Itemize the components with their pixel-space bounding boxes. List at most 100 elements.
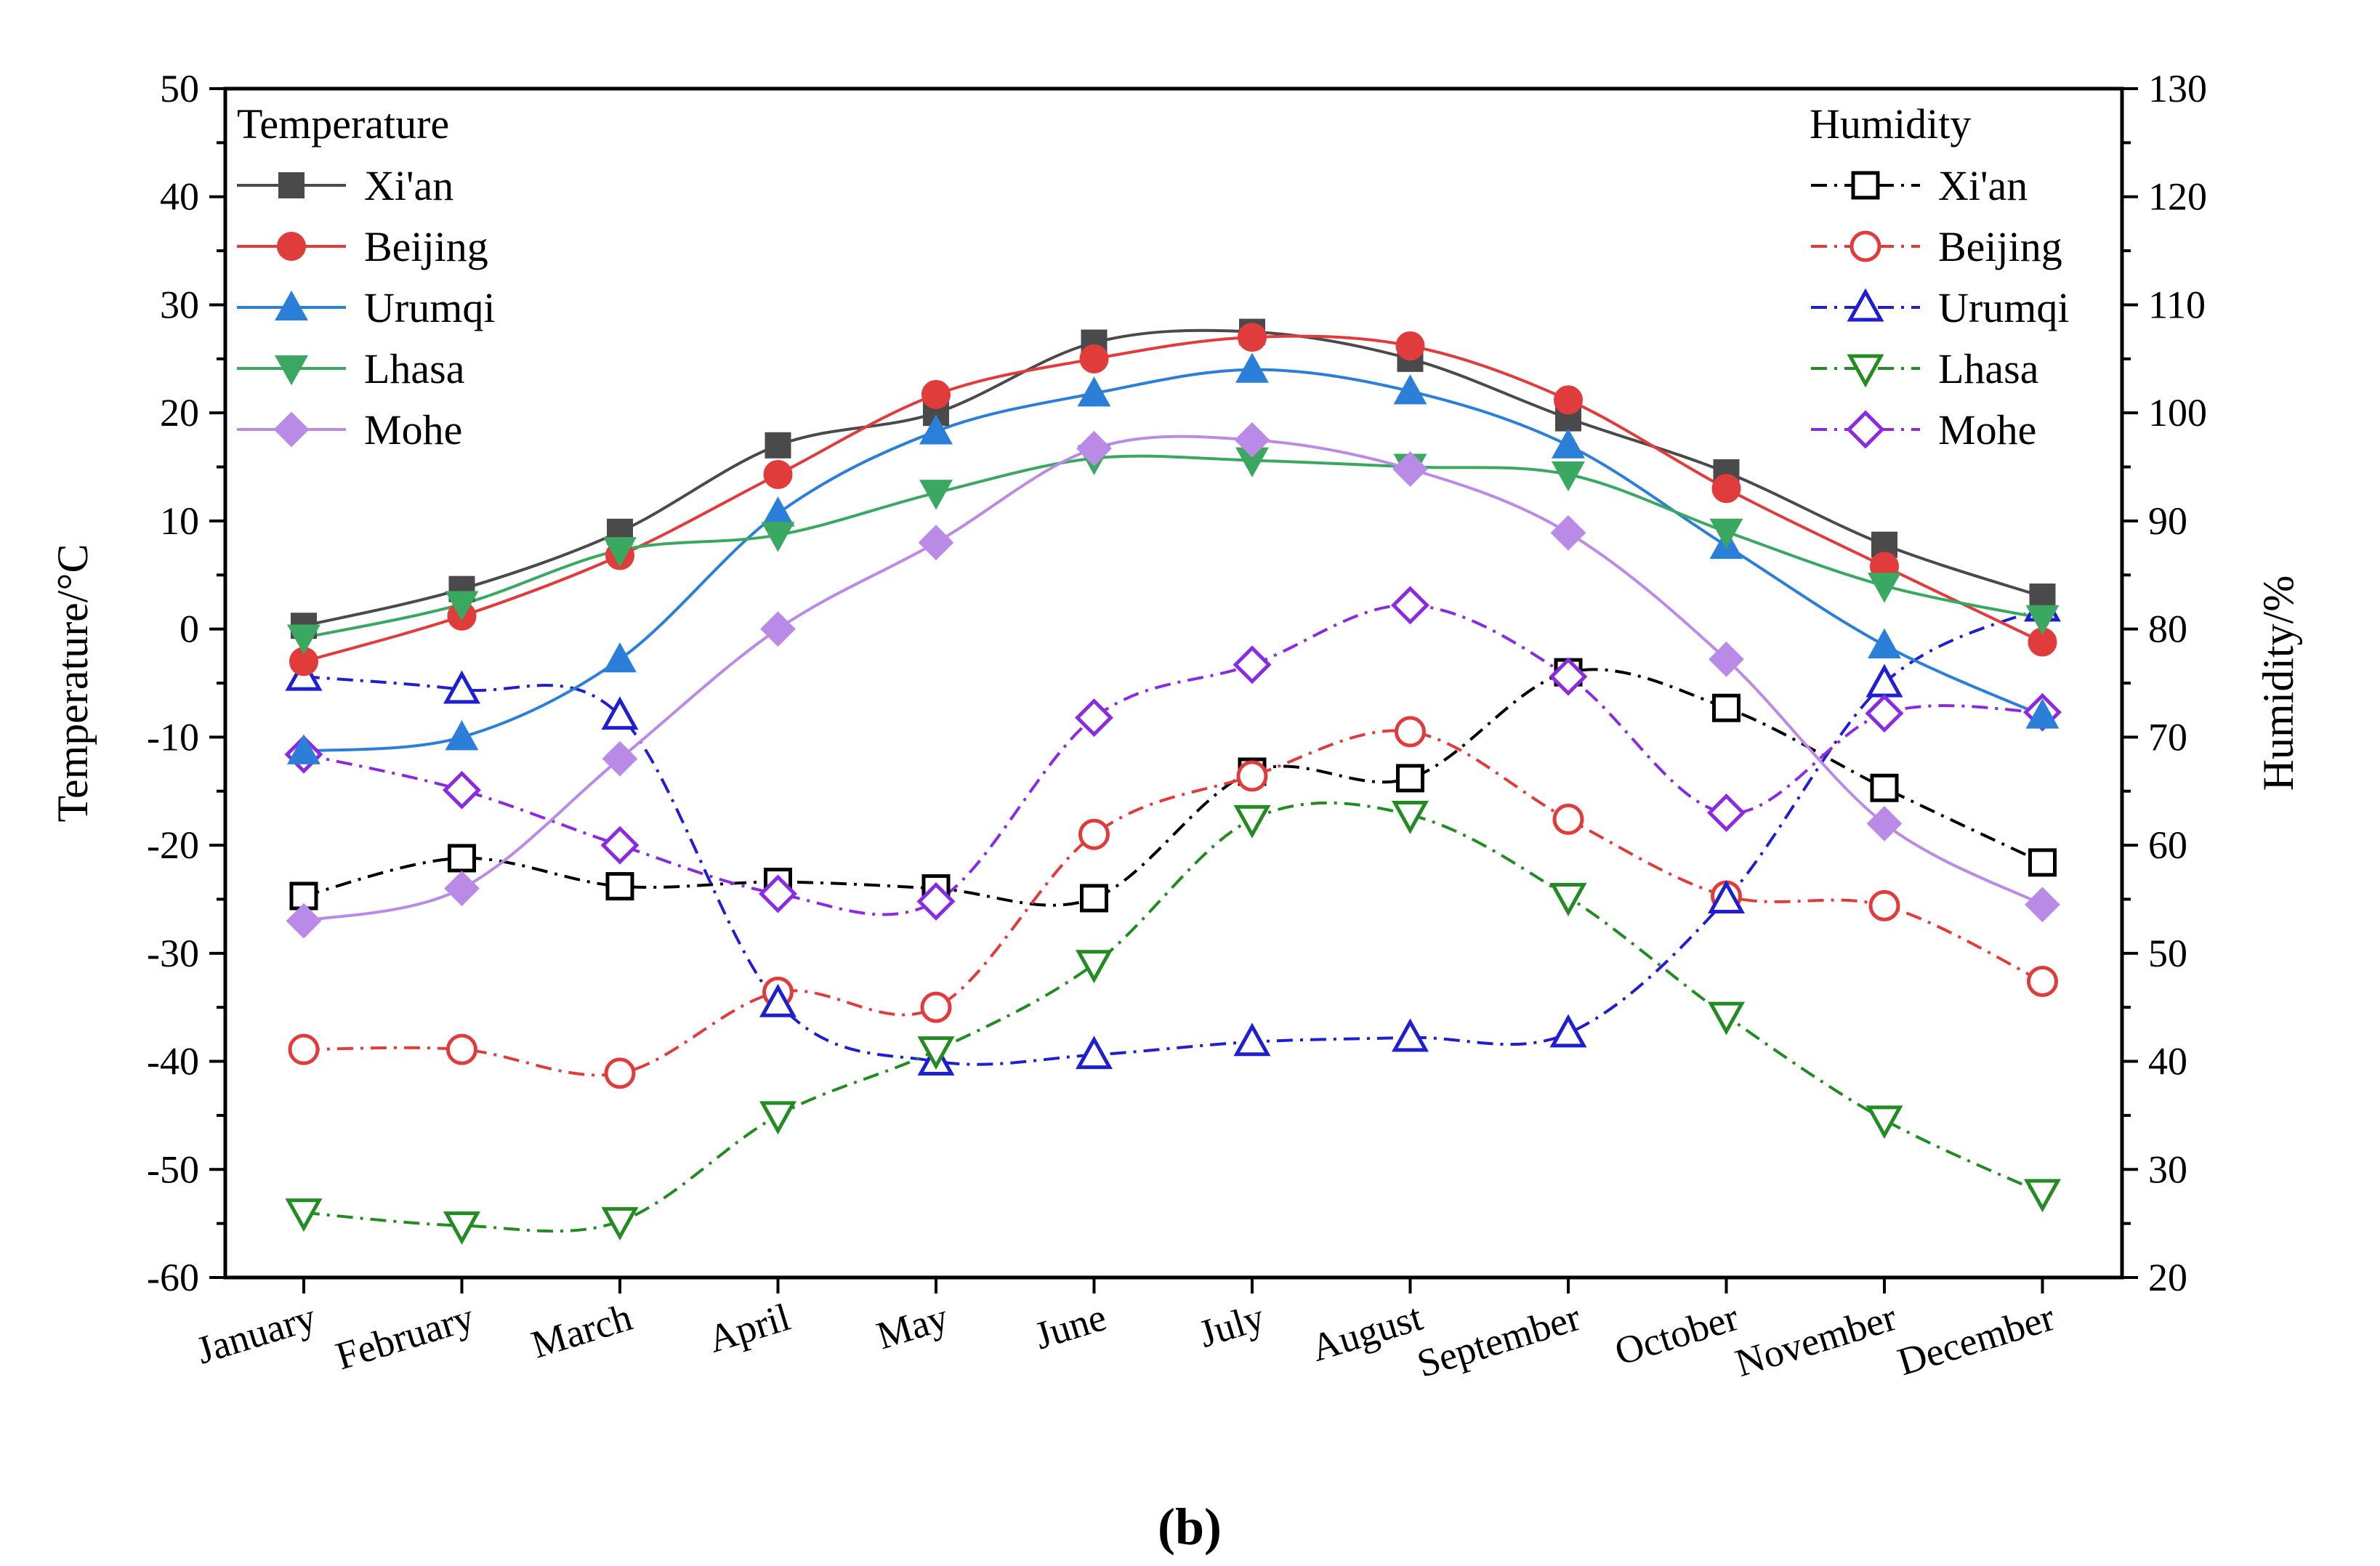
temperature-point-lhasa-may bbox=[919, 480, 953, 510]
temperature-legend-label-xi-an: Xi'an bbox=[364, 162, 453, 209]
temperature-point-urumqi-september bbox=[1552, 428, 1585, 459]
temperature-point-urumqi-november bbox=[1868, 628, 1901, 658]
temperature-point-mohe-may bbox=[918, 525, 954, 561]
x-tick-labels: January February March April May June July Augu… bbox=[191, 1295, 2060, 1386]
left-y-tick-label: -40 bbox=[147, 1040, 199, 1083]
right-y-tick-label: 100 bbox=[2148, 391, 2207, 435]
humidity-legend-title: Humidity bbox=[1810, 100, 1971, 148]
temperature-line-lhasa bbox=[303, 454, 2043, 639]
left-y-tick-label: -30 bbox=[147, 932, 199, 975]
humidity-point-mohe-september bbox=[1549, 657, 1588, 696]
humidity-legend-marker-xi-an bbox=[1851, 171, 1880, 200]
humidity-legend-marker-beijing bbox=[1849, 230, 1881, 262]
left-y-tick-labels: 50 40 30 20 10 0 -10 -20 -30 -40 -50 -60 bbox=[147, 67, 199, 1299]
temperature-line-beijing bbox=[303, 334, 2044, 663]
temperature-point-mohe-march bbox=[602, 740, 638, 777]
humidity-point-xi-an-june bbox=[1080, 884, 1108, 913]
humidity-point-xi-an-october bbox=[1712, 693, 1740, 722]
humidity-point-urumqi-march bbox=[601, 696, 639, 730]
temperature-point-mohe-august bbox=[1392, 451, 1428, 487]
temperature-legend: Temperature Xi'an Beijing Urumqi Lhasa Mohe bbox=[237, 100, 495, 453]
temperature-point-mohe-october bbox=[1709, 641, 1744, 677]
temperature-point-beijing-may bbox=[921, 379, 951, 409]
temperature-point-lhasa-april bbox=[761, 522, 795, 552]
x-tick-label-july: July bbox=[1194, 1295, 1270, 1356]
left-y-tick-label: -10 bbox=[147, 715, 199, 759]
humidity-point-xi-an-august bbox=[1396, 764, 1424, 793]
humidity-point-mohe-april bbox=[759, 874, 797, 913]
humidity-line-xi-an bbox=[303, 668, 2044, 907]
x-tick-label-june: June bbox=[1030, 1295, 1111, 1357]
x-tick-label-march: March bbox=[526, 1295, 637, 1367]
temperature-point-mohe-february bbox=[444, 871, 480, 906]
panel-label: (b) bbox=[1158, 1498, 1222, 1556]
left-y-tick-label: -50 bbox=[147, 1147, 199, 1191]
x-tick-label-october: October bbox=[1610, 1295, 1743, 1373]
temperature-point-lhasa-january bbox=[287, 624, 320, 655]
right-y-tick-label: 40 bbox=[2148, 1040, 2187, 1083]
temperature-point-beijing-august bbox=[1395, 331, 1425, 360]
x-tick-label-january: January bbox=[191, 1295, 320, 1372]
temperature-point-urumqi-august bbox=[1393, 374, 1427, 405]
humidity-legend-marker-lhasa bbox=[1847, 354, 1884, 388]
temperature-legend-title: Temperature bbox=[237, 100, 449, 148]
temperature-point-beijing-june bbox=[1079, 344, 1109, 374]
right-y-tick-label: 90 bbox=[2148, 499, 2187, 543]
right-y-tick-label: 130 bbox=[2148, 67, 2207, 110]
x-tick-label-february: February bbox=[331, 1295, 479, 1378]
humidity-legend-label-lhasa: Lhasa bbox=[1938, 345, 2039, 392]
left-y-tick-label: 0 bbox=[179, 608, 199, 651]
humidity-point-urumqi-september bbox=[1549, 1014, 1587, 1048]
humidity-point-urumqi-june bbox=[1076, 1036, 1113, 1070]
right-y-tick-label: 50 bbox=[2148, 932, 2187, 975]
left-y-tick-label: -20 bbox=[147, 823, 199, 867]
humidity-point-lhasa-july bbox=[1233, 804, 1271, 839]
temperature-point-beijing-october bbox=[1711, 474, 1741, 504]
temperature-point-urumqi-july bbox=[1235, 352, 1269, 383]
temperature-point-mohe-june bbox=[1076, 430, 1112, 467]
x-tick-label-may: May bbox=[871, 1295, 953, 1357]
left-y-tick-label: 50 bbox=[160, 67, 199, 110]
humidity-point-beijing-may bbox=[920, 991, 952, 1023]
temperature-line-mohe bbox=[303, 435, 2044, 923]
left-y-tick-label: 40 bbox=[160, 175, 199, 219]
temperature-legend-marker-mohe bbox=[273, 411, 310, 448]
axis-ticks bbox=[209, 87, 2138, 1293]
x-tick-label-april: April bbox=[703, 1295, 795, 1361]
temperature-point-mohe-april bbox=[760, 611, 796, 647]
temperature-point-mohe-november bbox=[1866, 805, 1903, 841]
left-y-tick-label: -60 bbox=[147, 1256, 199, 1299]
humidity-point-urumqi-november bbox=[1865, 663, 1903, 698]
humidity-point-mohe-february bbox=[443, 770, 481, 810]
temperature-series-lines bbox=[303, 328, 2044, 923]
temperature-point-beijing-september bbox=[1554, 385, 1583, 415]
temperature-legend-label-mohe: Mohe bbox=[364, 406, 462, 453]
humidity-legend-label-mohe: Mohe bbox=[1938, 406, 2036, 453]
temperature-point-beijing-april bbox=[763, 459, 793, 489]
humidity-legend: Humidity Xi'an Beijing Urumqi Lhasa Mohe bbox=[1810, 100, 2069, 453]
temperature-point-lhasa-february bbox=[445, 591, 479, 621]
temperature-point-urumqi-january bbox=[287, 734, 320, 764]
humidity-point-mohe-may bbox=[916, 881, 956, 921]
temperature-legend-marker-urumqi bbox=[275, 290, 308, 320]
right-y-tick-label: 60 bbox=[2148, 823, 2187, 867]
humidity-point-lhasa-november bbox=[1865, 1105, 1903, 1139]
right-y-tick-label: 70 bbox=[2148, 715, 2187, 759]
temperature-point-urumqi-june bbox=[1077, 376, 1111, 407]
humidity-point-beijing-march bbox=[604, 1057, 636, 1089]
x-tick-label-august: August bbox=[1306, 1295, 1427, 1370]
humidity-legend-marker-mohe bbox=[1846, 410, 1885, 449]
temperature-line-urumqi bbox=[303, 368, 2044, 753]
humidity-point-mohe-august bbox=[1391, 586, 1429, 625]
temperature-legend-label-urumqi: Urumqi bbox=[364, 284, 495, 331]
humidity-legend-marker-urumqi bbox=[1847, 288, 1884, 322]
temperature-legend-label-lhasa: Lhasa bbox=[364, 345, 465, 392]
humidity-point-xi-an-march bbox=[605, 872, 634, 901]
right-y-tick-label: 30 bbox=[2148, 1147, 2187, 1191]
temperature-point-mohe-september bbox=[1550, 514, 1586, 551]
temperature-point-urumqi-december bbox=[2025, 698, 2060, 729]
humidity-point-urumqi-october bbox=[1708, 880, 1745, 913]
humidity-point-lhasa-june bbox=[1076, 950, 1113, 984]
left-y-tick-label: 10 bbox=[160, 499, 199, 543]
humidity-point-mohe-july bbox=[1233, 645, 1272, 685]
